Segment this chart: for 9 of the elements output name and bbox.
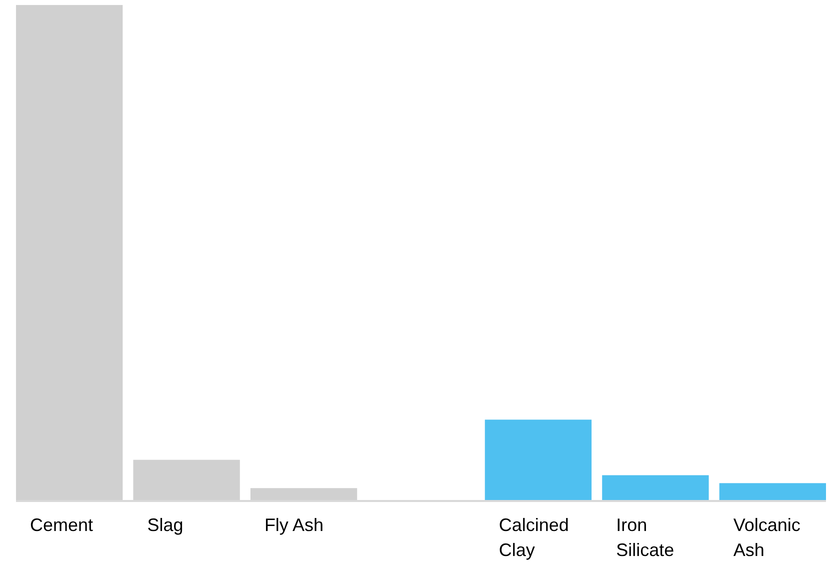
x-tick-label: Fly Ash — [264, 515, 324, 535]
x-tick-label: Slag — [147, 515, 184, 535]
x-tick-label: Iron Silicate — [616, 515, 674, 560]
x-tick-label: Volcanic Ash — [733, 515, 800, 560]
bar — [719, 483, 826, 501]
x-tick-label: Calcined Clay — [498, 515, 569, 560]
bar — [602, 475, 709, 501]
bar — [484, 420, 592, 501]
x-tick-label: Cement — [30, 515, 94, 535]
